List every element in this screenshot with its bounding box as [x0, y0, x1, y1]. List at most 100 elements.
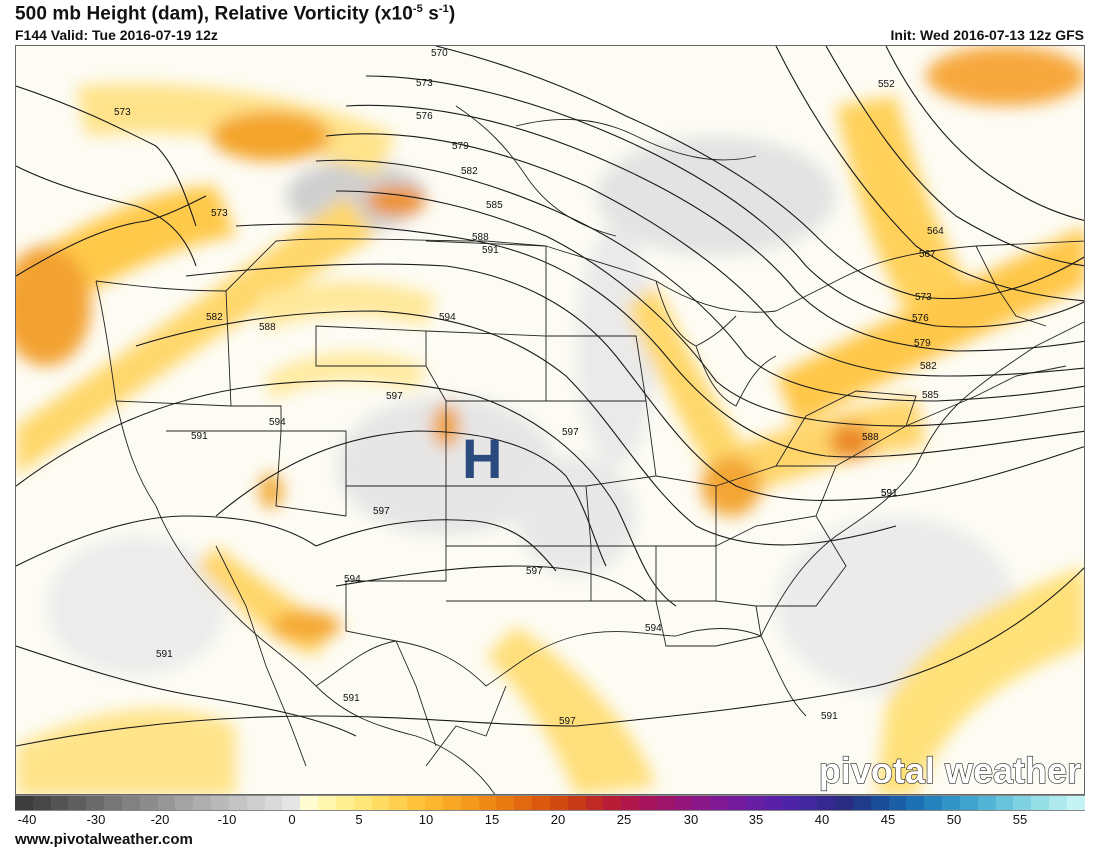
- contour-label: 597: [559, 716, 576, 727]
- contour-label-group: 570 573 576 579 582 585 588 591 594 597 …: [114, 48, 944, 727]
- colorbar-cell: [389, 796, 408, 810]
- colorbar-cell: [924, 796, 943, 810]
- colorbar-cell: [68, 796, 87, 810]
- colorbar-cell: [300, 796, 319, 810]
- colorbar-cell: [852, 796, 871, 810]
- contour-label: 591: [156, 649, 173, 660]
- contour-label: 573: [915, 292, 932, 303]
- contour-label: 591: [191, 431, 208, 442]
- contour-label: 585: [486, 200, 503, 211]
- colorbar-cell: [674, 796, 693, 810]
- colorbar-cell: [1013, 796, 1032, 810]
- colorbar-cell: [532, 796, 550, 810]
- contour-label: 597: [386, 391, 403, 402]
- colorbar-cell: [995, 796, 1014, 810]
- colorbar-cell: [157, 796, 176, 810]
- contour-label: 582: [920, 361, 937, 372]
- boundaries: [95, 105, 1084, 794]
- colorbar-cell: [335, 796, 354, 810]
- colorbar-cell: [888, 796, 907, 810]
- colorbar-cell: [870, 796, 889, 810]
- colorbar-tick: 15: [484, 812, 500, 827]
- colorbar-cell: [638, 796, 657, 810]
- colorbar-cell: [353, 796, 372, 810]
- contour-label: 576: [912, 313, 929, 324]
- colorbar-cell: [959, 796, 978, 810]
- colorbar-tick: 5: [355, 812, 363, 827]
- contour-label: 579: [452, 141, 469, 152]
- contour-label: 594: [344, 574, 361, 585]
- contour-label: 585: [922, 390, 939, 401]
- colorbar-cell: [1066, 796, 1085, 810]
- colorbar-cell: [585, 796, 604, 810]
- colorbar-cell: [50, 796, 69, 810]
- contour-label: 597: [373, 506, 390, 517]
- colorbar-cell: [228, 796, 247, 810]
- colorbar-cell: [264, 796, 283, 810]
- colorbar-tick: 40: [814, 812, 830, 827]
- contour-label: 588: [259, 322, 276, 333]
- contour-label: 579: [914, 338, 931, 349]
- colorbar-cell: [496, 796, 515, 810]
- contour-label: 588: [472, 232, 489, 243]
- colorbar-cell: [104, 796, 122, 810]
- contour-label: 594: [645, 623, 662, 634]
- colorbar-cell: [175, 796, 194, 810]
- colorbar-cell: [139, 796, 158, 810]
- colorbar-cell: [692, 796, 711, 810]
- colorbar-cell: [32, 796, 51, 810]
- colorbar-cell: [211, 796, 229, 810]
- high-pressure-marker: H: [462, 427, 502, 490]
- colorbar-cell: [425, 796, 443, 810]
- footer-url[interactable]: www.pivotalweather.com: [15, 831, 193, 848]
- colorbar-tick: 45: [880, 812, 896, 827]
- contour-label: 591: [343, 693, 360, 704]
- colorbar-tick: 0: [288, 812, 296, 827]
- colorbar-cell: [942, 796, 960, 810]
- colorbar-cell: [193, 796, 212, 810]
- contour-label: 573: [416, 78, 433, 89]
- weather-map: 570 573 576 579 582 585 588 591 594 597 …: [15, 45, 1085, 795]
- colorbar-cell: [906, 796, 925, 810]
- colorbar-tick: 35: [748, 812, 764, 827]
- colorbar-tick: -30: [86, 812, 106, 827]
- colorbar-tick: 30: [683, 812, 699, 827]
- contour-label: 588: [862, 432, 879, 443]
- init-time: Init: Wed 2016-07-13 12z GFS: [890, 27, 1084, 43]
- contour-label: 597: [526, 566, 543, 577]
- contour-label: 552: [878, 79, 895, 90]
- colorbar-cell: [728, 796, 746, 810]
- colorbar-cell: [835, 796, 853, 810]
- colorbar-cell: [799, 796, 818, 810]
- height-contours: [16, 46, 1084, 747]
- colorbar-cell: [745, 796, 764, 810]
- colorbar-cell: [567, 796, 586, 810]
- colorbar-cell: [86, 796, 105, 810]
- colorbar-tick: -20: [150, 812, 170, 827]
- colorbar-cell: [656, 796, 675, 810]
- vorticity-colorbar: [15, 795, 1085, 811]
- colorbar-cell: [781, 796, 800, 810]
- colorbar-cell: [710, 796, 729, 810]
- colorbar-cell: [407, 796, 426, 810]
- colorbar-tick: 50: [946, 812, 962, 827]
- contour-label: 567: [919, 249, 936, 260]
- contour-label: 570: [431, 48, 448, 59]
- colorbar-cell: [15, 796, 33, 810]
- colorbar-cell: [514, 796, 533, 810]
- colorbar-tick: -40: [17, 812, 37, 827]
- pivotal-weather-watermark: pivotal weather: [819, 750, 1081, 791]
- colorbar-cell: [621, 796, 639, 810]
- colorbar-cell: [603, 796, 622, 810]
- colorbar-cell: [817, 796, 836, 810]
- vorticity-field: [16, 46, 1084, 794]
- contour-label: 576: [416, 111, 433, 122]
- colorbar-cell: [442, 796, 461, 810]
- colorbar-cell: [763, 796, 782, 810]
- contour-label: 597: [562, 427, 579, 438]
- contour-label: 591: [881, 488, 898, 499]
- contour-label: 591: [821, 711, 838, 722]
- colorbar-cell: [549, 796, 568, 810]
- colorbar-cell: [282, 796, 301, 810]
- valid-time: F144 Valid: Tue 2016-07-19 12z: [15, 27, 218, 43]
